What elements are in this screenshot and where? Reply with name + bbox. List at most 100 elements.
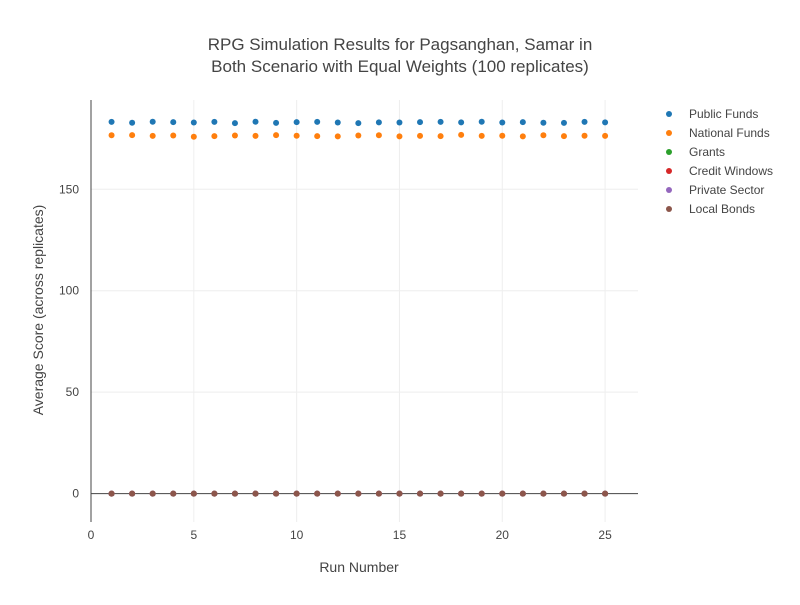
data-point[interactable] bbox=[231, 490, 238, 497]
data-point[interactable] bbox=[602, 132, 609, 139]
data-point[interactable] bbox=[273, 119, 280, 126]
legend-item-public-funds[interactable]: Public Funds bbox=[666, 107, 758, 121]
data-point[interactable] bbox=[581, 132, 588, 139]
data-point[interactable] bbox=[334, 133, 341, 140]
data-point[interactable] bbox=[355, 132, 362, 139]
data-point[interactable] bbox=[293, 132, 300, 139]
data-point[interactable] bbox=[396, 119, 403, 126]
data-point[interactable] bbox=[540, 490, 547, 497]
data-point[interactable] bbox=[499, 132, 506, 139]
chart-title-line-1: RPG Simulation Results for Pagsanghan, S… bbox=[208, 35, 593, 54]
data-point[interactable] bbox=[334, 490, 341, 497]
data-point[interactable] bbox=[540, 132, 547, 139]
legend-item-private-sector[interactable]: Private Sector bbox=[666, 183, 764, 197]
data-point[interactable] bbox=[149, 490, 156, 497]
data-point[interactable] bbox=[334, 119, 341, 126]
legend-item-credit-windows[interactable]: Credit Windows bbox=[666, 164, 773, 178]
legend-marker bbox=[666, 168, 672, 174]
x-tick-label-15: 15 bbox=[393, 528, 407, 542]
data-point[interactable] bbox=[375, 119, 382, 126]
legend-marker bbox=[666, 130, 672, 136]
data-point[interactable] bbox=[458, 131, 465, 138]
data-point[interactable] bbox=[149, 118, 156, 125]
data-point[interactable] bbox=[149, 132, 156, 139]
data-point[interactable] bbox=[560, 119, 567, 126]
data-point[interactable] bbox=[108, 490, 115, 497]
data-point[interactable] bbox=[211, 490, 218, 497]
data-point[interactable] bbox=[417, 490, 424, 497]
x-axis-title: Run Number bbox=[319, 559, 399, 575]
data-point[interactable] bbox=[293, 490, 300, 497]
series-national-funds bbox=[108, 131, 609, 140]
data-point[interactable] bbox=[540, 119, 547, 126]
legend-marker bbox=[666, 149, 672, 155]
legend-item-national-funds[interactable]: National Funds bbox=[666, 126, 770, 140]
data-point[interactable] bbox=[560, 490, 567, 497]
data-point[interactable] bbox=[190, 133, 197, 140]
data-point[interactable] bbox=[417, 119, 424, 126]
data-point[interactable] bbox=[252, 118, 259, 125]
data-point[interactable] bbox=[129, 119, 136, 126]
data-point[interactable] bbox=[602, 490, 609, 497]
data-point[interactable] bbox=[499, 490, 506, 497]
data-point[interactable] bbox=[314, 118, 321, 125]
x-tick-label-10: 10 bbox=[290, 528, 304, 542]
data-point[interactable] bbox=[437, 118, 444, 125]
grid bbox=[91, 100, 638, 522]
legend-item-grants[interactable]: Grants bbox=[666, 145, 725, 159]
data-point[interactable] bbox=[190, 490, 197, 497]
data-point[interactable] bbox=[252, 490, 259, 497]
data-point[interactable] bbox=[355, 120, 362, 127]
data-point[interactable] bbox=[170, 132, 177, 139]
data-point[interactable] bbox=[458, 119, 465, 126]
data-point[interactable] bbox=[396, 133, 403, 140]
legend-marker bbox=[666, 111, 672, 117]
data-point[interactable] bbox=[129, 490, 136, 497]
data-point[interactable] bbox=[108, 132, 115, 139]
data-point[interactable] bbox=[602, 119, 609, 126]
legend-item-local-bonds[interactable]: Local Bonds bbox=[666, 202, 755, 216]
data-point[interactable] bbox=[581, 118, 588, 125]
data-point[interactable] bbox=[417, 132, 424, 139]
data-point[interactable] bbox=[437, 133, 444, 140]
x-tick-labels: 0 5 10 15 20 25 bbox=[88, 528, 612, 542]
data-point[interactable] bbox=[129, 132, 136, 139]
data-point[interactable] bbox=[499, 119, 506, 126]
data-point[interactable] bbox=[519, 119, 526, 126]
data-point[interactable] bbox=[478, 132, 485, 139]
legend[interactable]: Public Funds National Funds Grants Credit W… bbox=[666, 107, 773, 216]
data-point[interactable] bbox=[560, 133, 567, 140]
data-point[interactable] bbox=[314, 490, 321, 497]
data-point[interactable] bbox=[190, 119, 197, 126]
data-point[interactable] bbox=[231, 120, 238, 127]
data-point[interactable] bbox=[478, 118, 485, 125]
y-tick-label-100: 100 bbox=[59, 284, 79, 298]
data-point[interactable] bbox=[211, 118, 218, 125]
data-point[interactable] bbox=[231, 132, 238, 139]
data-point[interactable] bbox=[581, 490, 588, 497]
data-point[interactable] bbox=[170, 119, 177, 126]
data-point[interactable] bbox=[437, 490, 444, 497]
y-axis-title: Average Score (across replicates) bbox=[30, 205, 46, 416]
data-point[interactable] bbox=[170, 490, 177, 497]
data-point[interactable] bbox=[396, 490, 403, 497]
data-point[interactable] bbox=[211, 133, 218, 140]
data-point[interactable] bbox=[293, 119, 300, 126]
y-tick-label-0: 0 bbox=[72, 487, 79, 501]
data-point[interactable] bbox=[478, 490, 485, 497]
data-point[interactable] bbox=[108, 118, 115, 125]
data-point[interactable] bbox=[458, 490, 465, 497]
data-point[interactable] bbox=[273, 490, 280, 497]
data-point[interactable] bbox=[375, 490, 382, 497]
data-point[interactable] bbox=[519, 133, 526, 140]
data-point[interactable] bbox=[252, 132, 259, 139]
data-point[interactable] bbox=[273, 132, 280, 139]
data-point[interactable] bbox=[519, 490, 526, 497]
data-point[interactable] bbox=[375, 132, 382, 139]
data-point[interactable] bbox=[355, 490, 362, 497]
data-point[interactable] bbox=[314, 133, 321, 140]
legend-label: Credit Windows bbox=[689, 164, 773, 178]
x-tick-label-0: 0 bbox=[88, 528, 95, 542]
